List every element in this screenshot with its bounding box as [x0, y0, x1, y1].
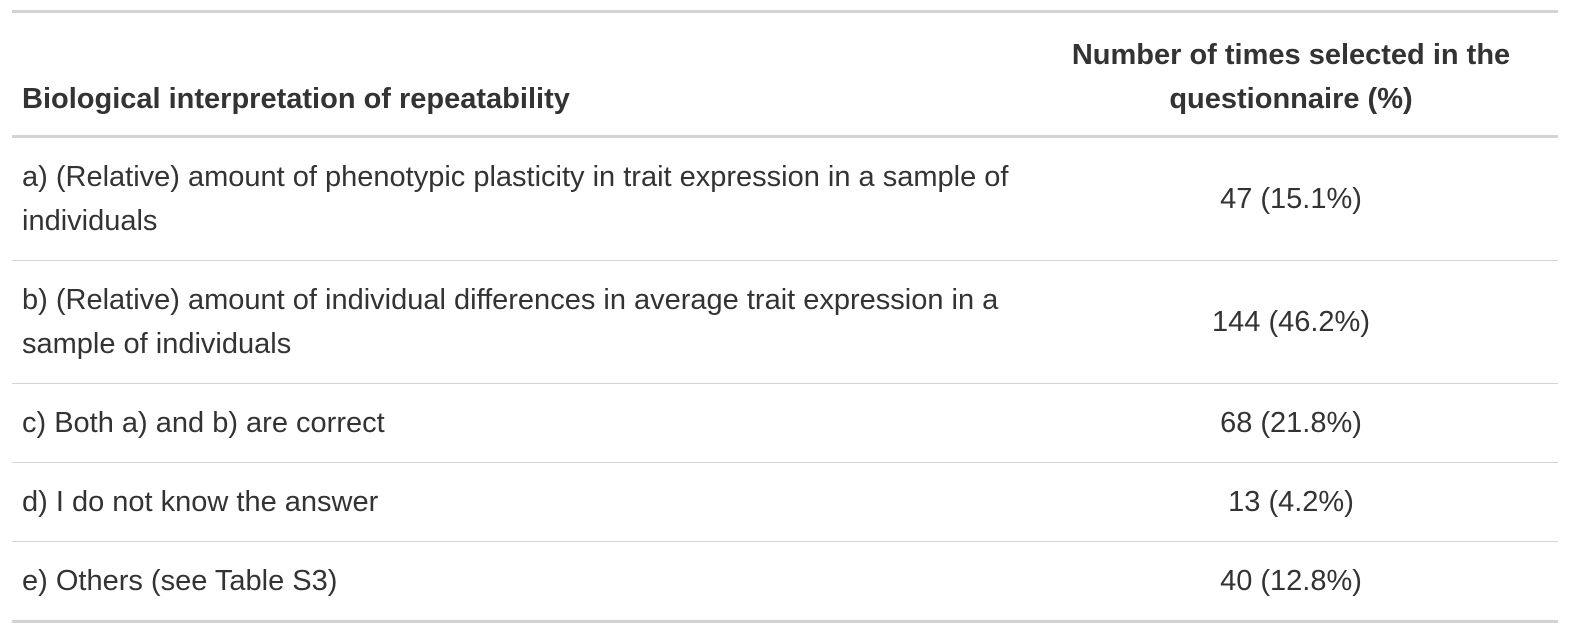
row-value: 40 (12.8%) — [1024, 541, 1558, 622]
table-row: e) Others (see Table S3) 40 (12.8%) — [12, 541, 1558, 622]
row-label: d) I do not know the answer — [12, 462, 1024, 542]
table-row: a) (Relative) amount of phenotypic plast… — [12, 137, 1558, 261]
row-value: 144 (46.2%) — [1024, 260, 1558, 384]
row-value: 68 (21.8%) — [1024, 383, 1558, 463]
table-row: b) (Relative) amount of individual diffe… — [12, 260, 1558, 384]
results-table: Biological interpretation of repeatabili… — [12, 10, 1558, 623]
table-row: d) I do not know the answer 13 (4.2%) — [12, 462, 1558, 542]
row-label: c) Both a) and b) are correct — [12, 383, 1024, 463]
column-header-times-selected: Number of times selected in the question… — [1024, 11, 1558, 138]
column-header-interpretation: Biological interpretation of repeatabili… — [12, 11, 1024, 138]
header-row: Biological interpretation of repeatabili… — [12, 11, 1558, 138]
row-label: b) (Relative) amount of individual diffe… — [12, 260, 1024, 384]
table-body: a) (Relative) amount of phenotypic plast… — [12, 137, 1558, 622]
row-label: e) Others (see Table S3) — [12, 541, 1024, 622]
row-value: 47 (15.1%) — [1220, 183, 1362, 215]
table-row: c) Both a) and b) are correct 68 (21.8%) — [12, 383, 1558, 463]
row-label: a) (Relative) amount of phenotypic plast… — [22, 161, 1009, 237]
results-table-container: Biological interpretation of repeatabili… — [12, 10, 1558, 623]
row-value: 13 (4.2%) — [1024, 462, 1558, 542]
table-header: Biological interpretation of repeatabili… — [12, 11, 1558, 138]
